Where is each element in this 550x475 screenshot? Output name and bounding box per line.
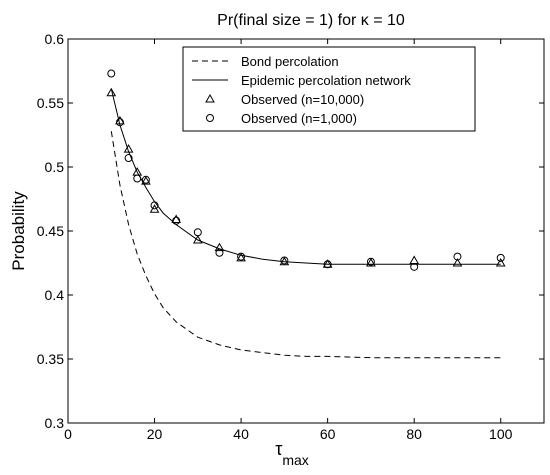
x-tick-label: 100	[489, 426, 513, 442]
circle-marker	[323, 260, 332, 269]
legend-label: Observed (n=1,000)	[241, 111, 357, 126]
series-4	[107, 69, 505, 271]
circle-marker	[410, 262, 419, 271]
bond-percolation-line	[110, 131, 501, 359]
legend-box	[182, 46, 476, 132]
triangle-marker	[115, 115, 125, 125]
circle-marker	[237, 252, 246, 261]
y-tick-label: 0.6	[45, 31, 65, 47]
circle-marker	[115, 118, 124, 127]
legend-label: Epidemic percolation network	[241, 73, 411, 88]
triangle-marker	[171, 214, 182, 223]
y-tick-label: 0.45	[37, 223, 64, 239]
triangle-marker	[192, 234, 203, 244]
legend-circle-sample	[206, 114, 214, 122]
series-3	[106, 87, 506, 268]
triangle-marker	[123, 144, 134, 153]
series-1	[110, 131, 501, 359]
x-axis-title-subscript: max	[282, 452, 308, 468]
triangle-marker	[141, 176, 151, 185]
triangle-marker	[279, 256, 290, 266]
chart-title: Pr(final size = 1) for κ = 10	[217, 12, 405, 29]
y-tick-label: 0.5	[45, 159, 65, 175]
legend-label: Observed (n=10,000)	[241, 92, 364, 107]
y-axis-ticks: 0.3 0.35 0.4 0.45 0.5 0.55 0.6	[37, 31, 544, 431]
legend: Bond percolation Epidemic percolation net…	[182, 46, 476, 132]
x-axis-title: τmax	[275, 439, 309, 468]
x-tick-label: 0	[64, 426, 72, 442]
circle-marker	[366, 257, 375, 266]
circle-marker	[453, 252, 462, 261]
x-tick-label: 20	[147, 426, 163, 442]
x-tick-label: 60	[320, 426, 336, 442]
triangle-marker	[366, 257, 376, 267]
circle-marker	[141, 175, 150, 184]
circle-marker	[150, 201, 159, 210]
y-tick-label: 0.55	[37, 95, 64, 111]
x-tick-label: 40	[233, 426, 249, 442]
circle-marker	[215, 248, 224, 257]
triangle-marker	[236, 252, 246, 262]
triangle-marker	[409, 255, 420, 264]
circle-marker	[107, 69, 116, 78]
y-tick-label: 0.3	[45, 415, 65, 431]
circle-marker	[496, 253, 505, 262]
circle-marker	[280, 256, 289, 265]
y-tick-label: 0.35	[37, 351, 64, 367]
triangle-marker	[106, 87, 117, 97]
triangle-marker	[214, 242, 225, 252]
x-tick-label: 80	[406, 426, 422, 442]
series-layer	[106, 69, 506, 359]
legend-items: Bond percolation Epidemic percolation net…	[192, 54, 411, 126]
y-axis-title: Probability	[9, 191, 28, 271]
circle-marker	[124, 154, 133, 163]
x-axis-title-symbol: τ	[275, 439, 282, 459]
legend-triangle-sample	[205, 93, 215, 103]
circle-marker	[172, 216, 181, 225]
y-tick-label: 0.4	[45, 287, 65, 303]
triangle-marker	[452, 257, 463, 267]
circle-marker	[193, 228, 202, 237]
triangle-marker	[495, 257, 506, 267]
circle-marker	[133, 174, 142, 183]
x-axis-ticks: 0 20 40 60 80 100	[64, 39, 513, 442]
legend-label: Bond percolation	[241, 54, 339, 69]
